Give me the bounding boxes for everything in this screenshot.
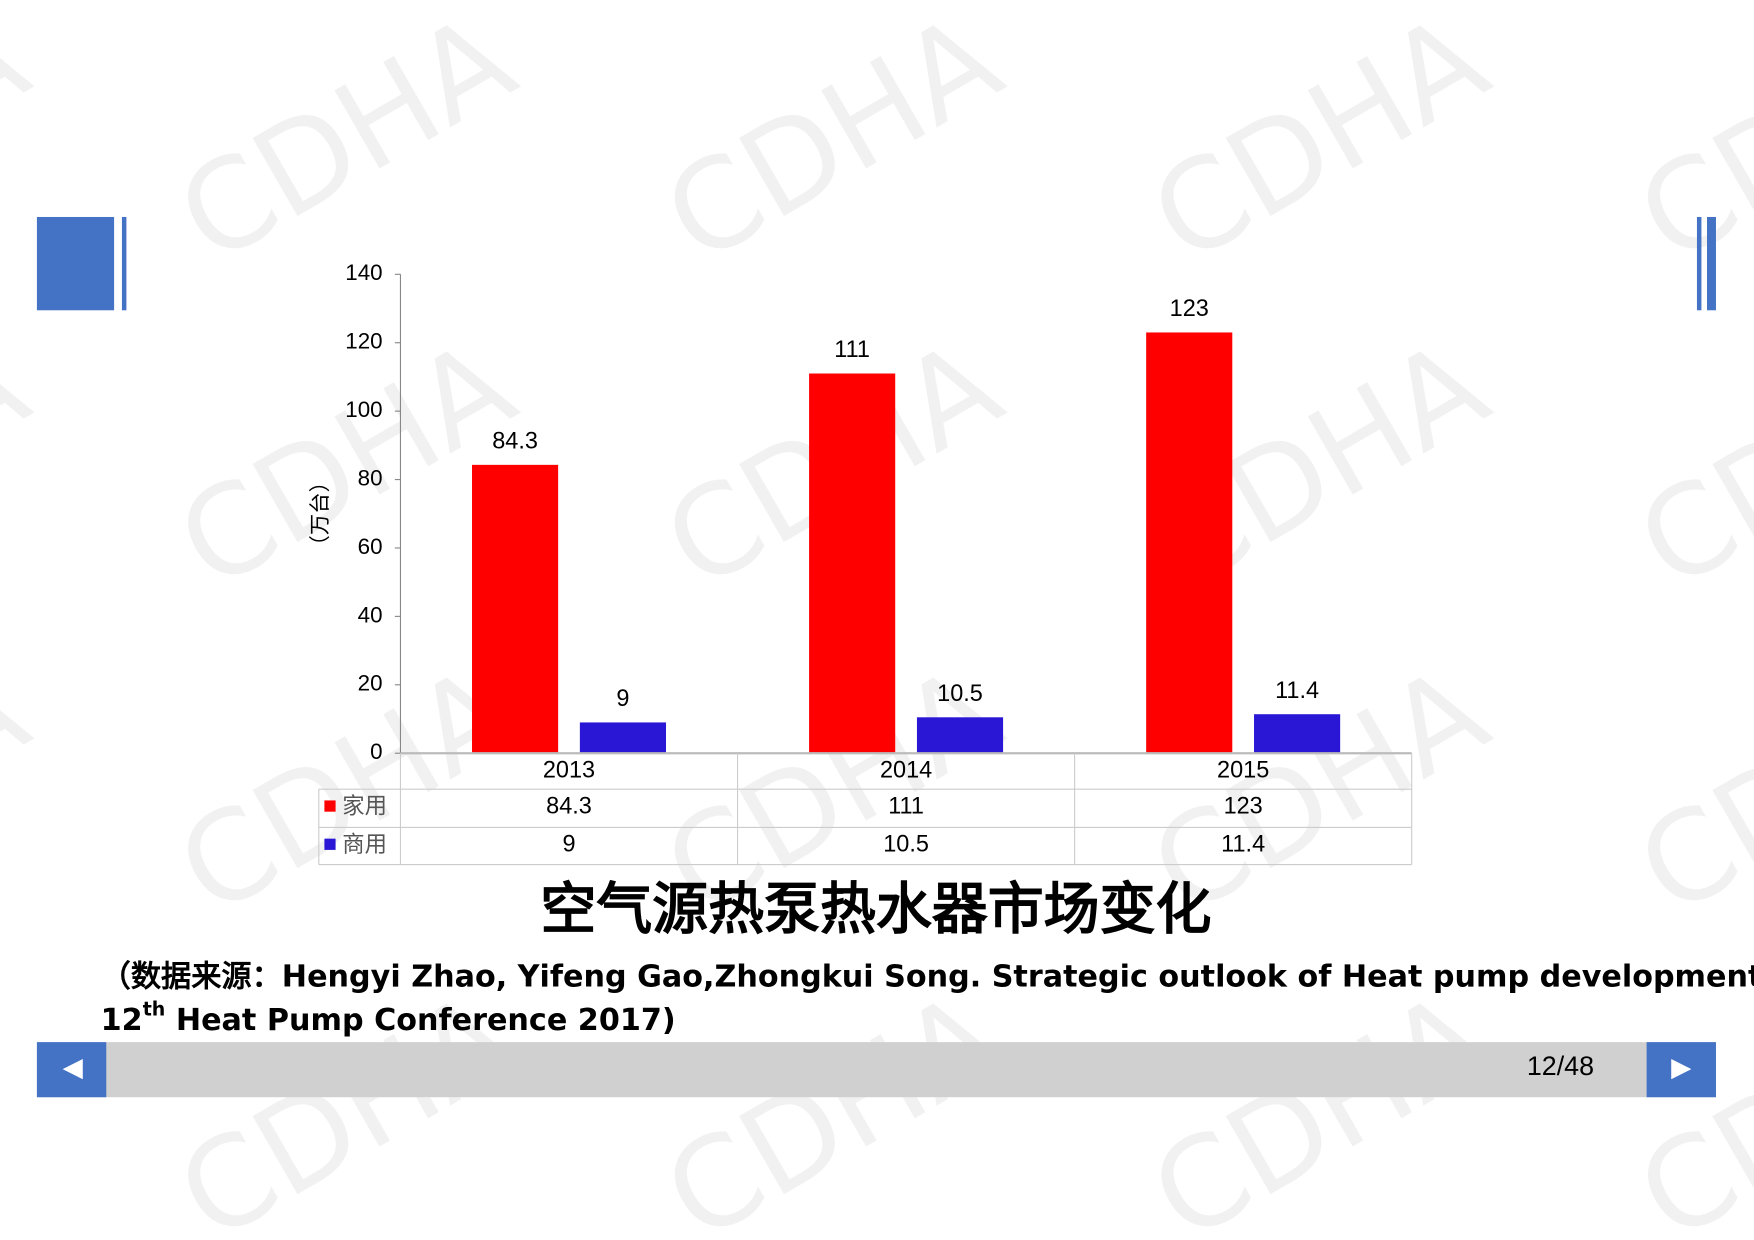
- data-label: 9: [616, 685, 629, 711]
- y-tick-label: 80: [358, 465, 383, 490]
- corner-bar: [121, 216, 127, 311]
- x-tick-label: 2014: [880, 756, 932, 782]
- table-cell: 84.3: [546, 792, 592, 818]
- watermark: CDHA: [0, 640, 50, 944]
- table-cell: 9: [562, 831, 575, 857]
- watermark: CDHA: [1616, 0, 1754, 291]
- watermark: CDHA: [1616, 966, 1754, 1240]
- bar: [1146, 332, 1233, 754]
- watermark: CDHA: [643, 0, 1024, 291]
- bar: [579, 722, 667, 754]
- next-icon: [1671, 1059, 1692, 1080]
- chart: 0 20 40 60 80 100 120 140 （万台） 2013 84.3 84.3 9 9 2014…: [308, 260, 1413, 866]
- legend-swatch: [324, 838, 336, 850]
- y-tick-label: 60: [358, 534, 383, 559]
- y-tick-label: 40: [358, 602, 383, 627]
- source-line: 12th Heat Pump Conference 2017): [101, 998, 676, 1037]
- watermark: CDHA: [1129, 966, 1510, 1240]
- source-line: （数据来源：Hengyi Zhao, Yifeng Gao,Zhongkui S…: [101, 960, 1754, 995]
- y-tick-label: 20: [358, 671, 383, 696]
- nav-bar: [36, 1042, 1716, 1098]
- source-sup: th: [143, 998, 166, 1020]
- bar: [916, 717, 1004, 754]
- corner-bar: [1696, 216, 1702, 311]
- y-tick-label: 0: [370, 739, 382, 764]
- table-cell: 10.5: [883, 831, 929, 857]
- page-number: 12/48: [1527, 1051, 1594, 1081]
- chart-title: 空气源热泵热水器市场变化: [540, 877, 1211, 942]
- table-cell: 11.4: [1221, 831, 1265, 857]
- data-label: 11.4: [1275, 677, 1319, 703]
- data-label: 111: [834, 336, 870, 362]
- prev-icon: [62, 1059, 83, 1080]
- bar: [472, 464, 559, 754]
- watermark: CDHA: [643, 966, 1024, 1240]
- bar: [809, 373, 896, 754]
- y-tick-label: 100: [345, 397, 382, 422]
- data-label: 10.5: [937, 680, 983, 706]
- watermark: CDHA: [156, 0, 537, 291]
- data-label: 84.3: [492, 428, 538, 454]
- source-number: 12: [101, 1002, 143, 1037]
- y-tick-label: 140: [345, 260, 382, 285]
- table-cell: 111: [888, 792, 924, 818]
- bar: [1254, 714, 1341, 754]
- watermark: CDHA: [0, 314, 50, 618]
- x-tick-label: 2015: [1217, 756, 1269, 782]
- legend-label: 商用: [342, 832, 387, 858]
- table-cell: 123: [1224, 792, 1263, 818]
- y-tick-label: 120: [345, 329, 382, 354]
- data-label: 123: [1170, 295, 1209, 321]
- corner-block: [36, 216, 115, 311]
- source-rest: Heat Pump Conference 2017): [165, 1002, 675, 1037]
- watermark: CDHA: [1616, 640, 1754, 944]
- y-axis-label: （万台）: [308, 471, 333, 556]
- legend-swatch: [324, 800, 336, 812]
- x-tick-label: 2013: [543, 756, 595, 782]
- legend-label: 家用: [342, 794, 387, 820]
- corner-bar: [1707, 216, 1716, 311]
- watermark: CDHA: [1129, 0, 1510, 291]
- watermark: CDHA: [1616, 314, 1754, 618]
